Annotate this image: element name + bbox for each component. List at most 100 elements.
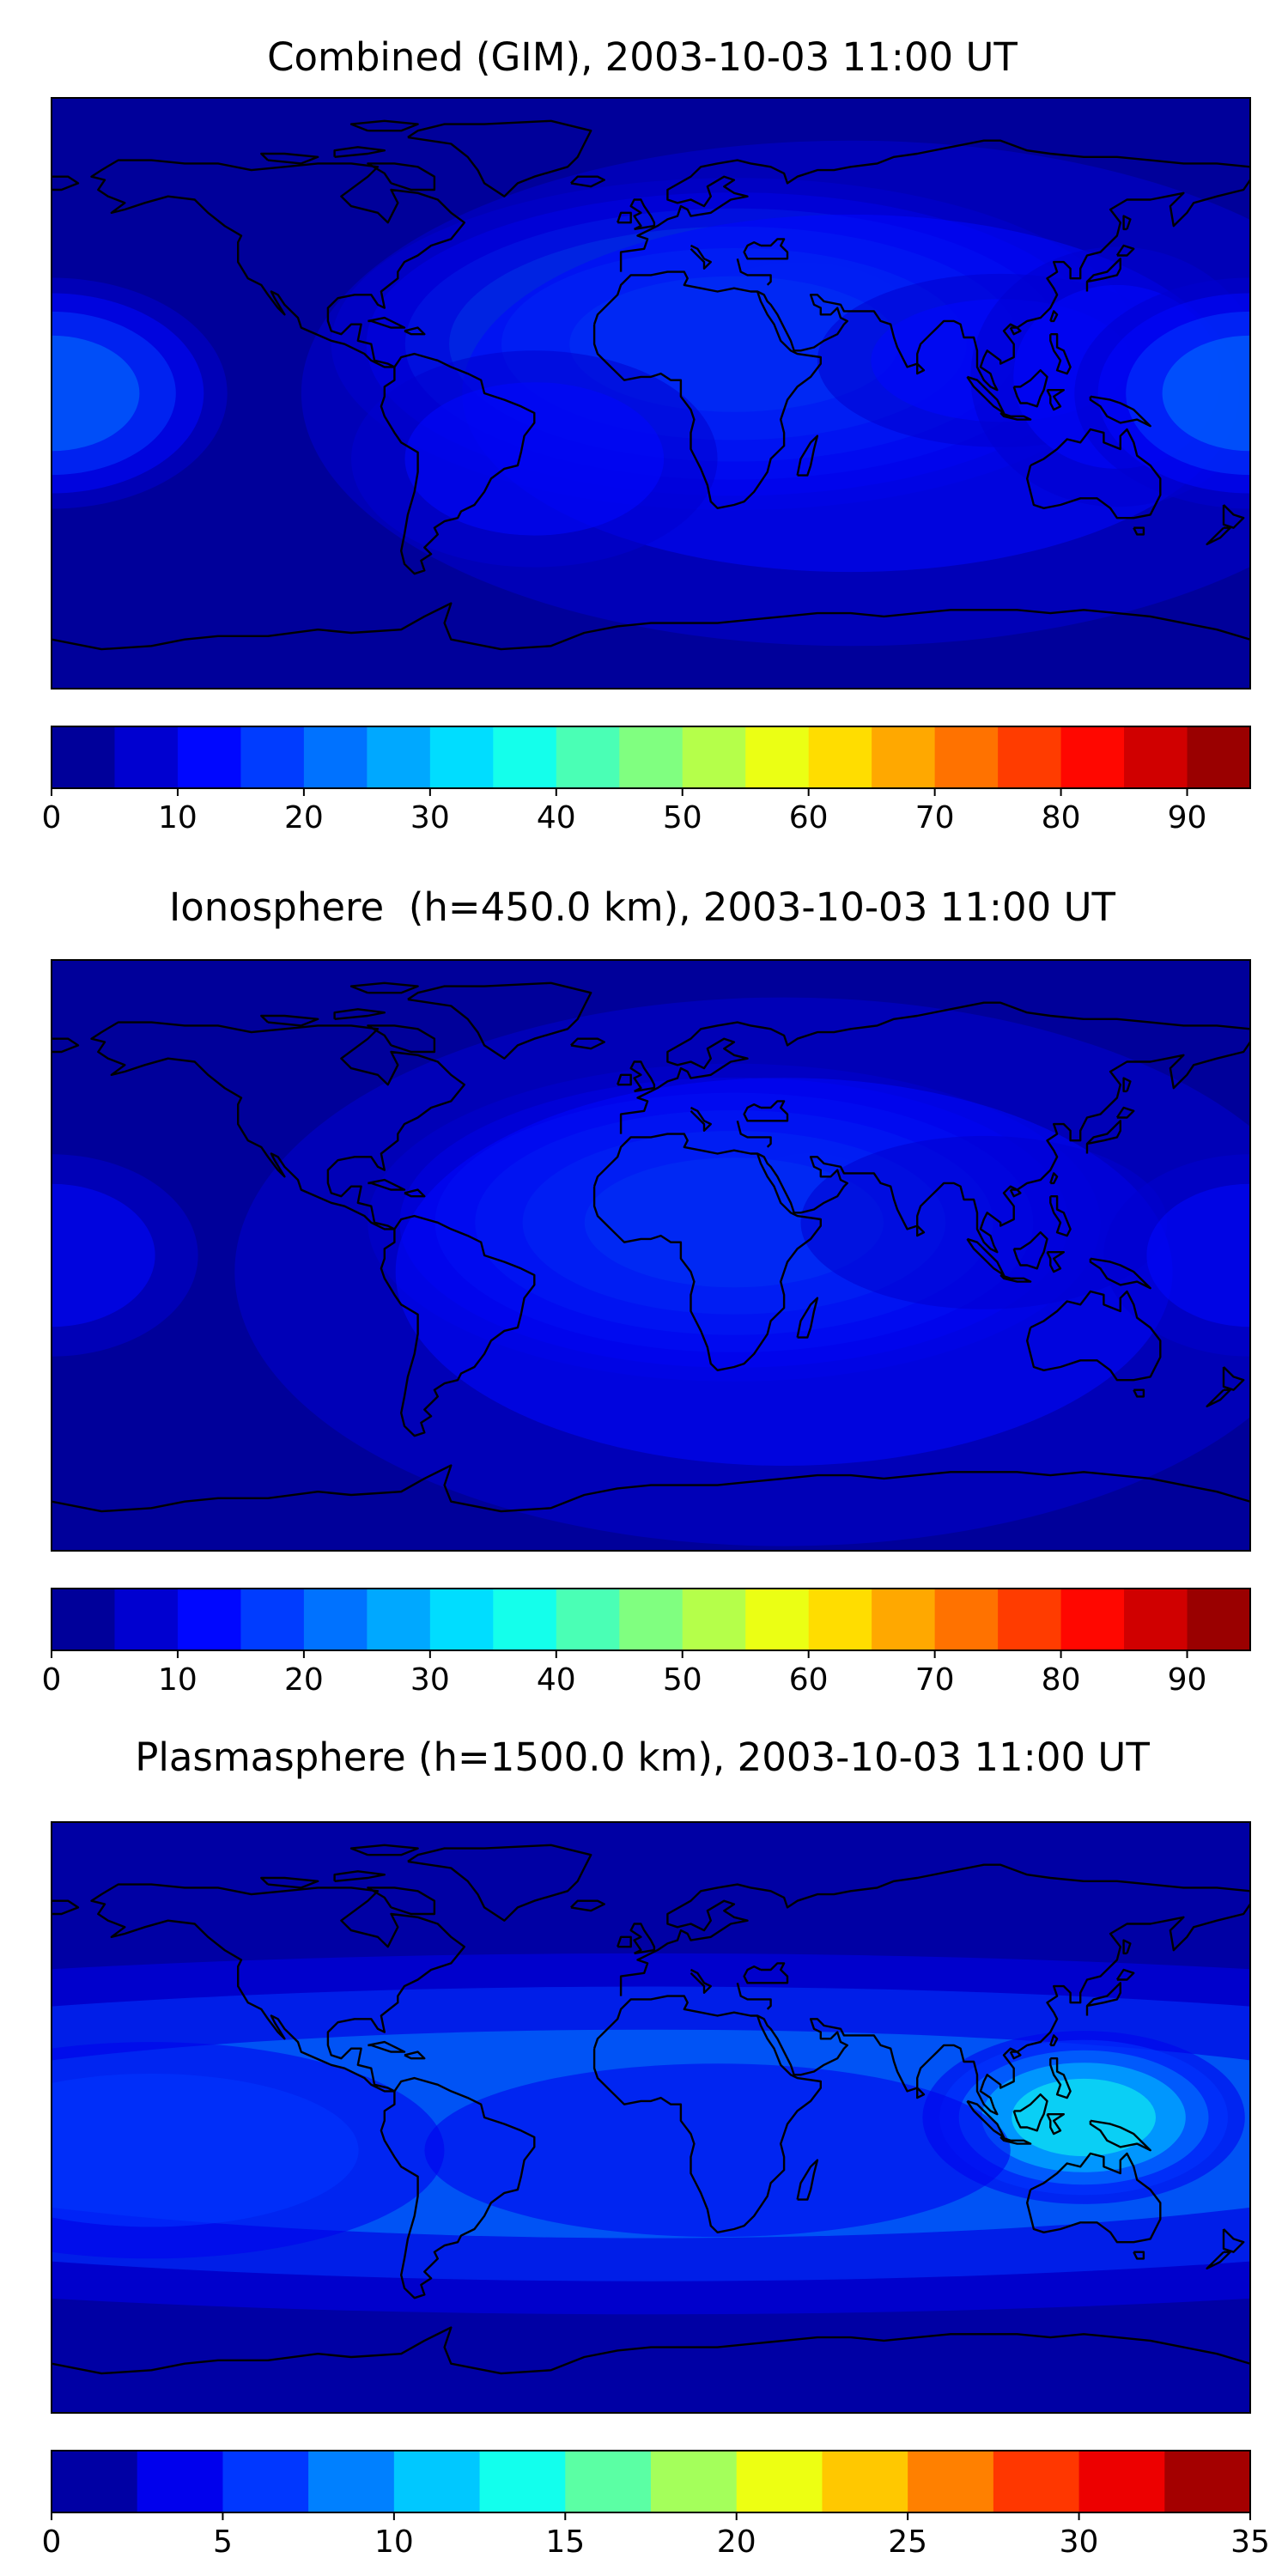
coastline	[629, 1923, 656, 1955]
coastline	[404, 1188, 426, 1198]
colorbar-frame	[51, 726, 1251, 789]
tec-contour-band	[1012, 2078, 1156, 2157]
colorbar-tick-label: 10	[374, 2524, 414, 2560]
colorbar-tick-label: 60	[789, 800, 829, 835]
coastline	[1046, 2112, 1066, 2136]
coastline	[1122, 1939, 1132, 1955]
coastline	[407, 119, 592, 197]
coastline	[368, 2040, 406, 2053]
colorbar-bin	[1187, 726, 1251, 788]
colorbar-bin	[808, 726, 872, 788]
coastline	[407, 981, 592, 1060]
colorbar-bin	[565, 2451, 652, 2512]
coastline	[368, 316, 406, 329]
colorbar-bin	[493, 1589, 557, 1650]
colorbar-bin	[1124, 1589, 1188, 1650]
coastline	[796, 434, 819, 477]
panel-plasmasphere: Plasmasphere (h=1500.0 km), 2003-10-03 1…	[42, 1735, 1270, 2560]
coastline	[1025, 2152, 1162, 2244]
coastline	[619, 1001, 1250, 1134]
coastline	[966, 375, 1005, 415]
colorbar-bin	[137, 2451, 224, 2512]
colorbar-tick-label: 80	[1042, 800, 1081, 835]
tec-field	[52, 1953, 1250, 2315]
coastline	[367, 162, 436, 191]
colorbar-tick-label: 10	[158, 800, 197, 835]
coastline	[260, 1876, 319, 1889]
coastline	[1046, 1250, 1066, 1273]
colorbar-bin	[822, 2451, 908, 2512]
map-plasmasphere	[51, 1821, 1251, 2414]
colorbar-plasmasphere: 0 5 10 15 20 25 30 35	[42, 2450, 1270, 2560]
colorbar-bin	[682, 1589, 746, 1650]
colorbar-tick-label: 90	[1168, 800, 1207, 835]
colorbar-bin	[52, 1589, 116, 1650]
colorbar-bin	[1060, 1589, 1125, 1650]
colorbar-bin	[52, 726, 116, 788]
coastline	[743, 238, 789, 260]
panel-combined-gim: Combined (GIM), 2003-10-03 11:00 UT 0 10 2…	[42, 34, 1251, 835]
map-frame	[51, 97, 1251, 690]
colorbar-bin	[736, 2451, 823, 2512]
colorbar-bin	[493, 726, 557, 788]
coastline	[1206, 1388, 1231, 1408]
colorbar-bin	[393, 2451, 481, 2512]
coastline	[756, 1903, 1250, 2116]
coastline	[743, 1100, 789, 1122]
coastline	[260, 152, 319, 165]
colorbar-bin	[908, 2451, 994, 2512]
colorbar-combined-gim: 0 10 20 30 40 50 60 70 80 90	[42, 726, 1251, 835]
colorbar-tick-label: 20	[284, 1662, 324, 1698]
colorbar-bin	[998, 1589, 1062, 1650]
map-frame	[51, 959, 1251, 1552]
coastline	[1025, 428, 1162, 519]
colorbar-tick-label: 30	[1060, 2524, 1099, 2560]
coastline	[592, 1995, 822, 2234]
coastline	[690, 244, 712, 270]
colorbar-bin	[998, 726, 1062, 788]
coastline	[592, 270, 822, 509]
coastline	[367, 1886, 436, 1916]
coastline	[333, 1008, 386, 1020]
tec-contour-band	[52, 1183, 155, 1327]
colorbar-tick-label: 0	[42, 800, 62, 835]
colorbar-bin	[934, 1589, 999, 1650]
colorbar-bin	[429, 726, 494, 788]
colorbar-bin	[240, 726, 305, 788]
coastline	[999, 1273, 1032, 1283]
coastline	[690, 1106, 712, 1133]
coastline	[756, 1041, 1250, 1254]
colorbar-bin	[177, 726, 242, 788]
colorbar-bin	[993, 2451, 1080, 2512]
colorbar-tick-label: 5	[213, 2524, 233, 2560]
coastline	[90, 1883, 465, 2093]
coastline	[1085, 1120, 1122, 1154]
coastline	[570, 1899, 605, 1912]
coastline	[90, 1021, 465, 1230]
coastline	[629, 1060, 656, 1093]
coastline	[380, 1214, 536, 1437]
colorbar-bin	[52, 2451, 138, 2512]
coastline	[1085, 1982, 1122, 2016]
coastline	[1122, 1077, 1132, 1093]
coastline	[619, 139, 1250, 272]
colorbar-bin	[619, 726, 683, 788]
coastline	[1049, 1194, 1072, 1237]
colorbar-bin	[556, 1589, 620, 1650]
coastline	[966, 1237, 1005, 1277]
colorbar-tick-label: 0	[42, 1662, 62, 1698]
tec-contour-band	[52, 335, 140, 452]
coastline	[1089, 2119, 1151, 2152]
coastline	[1085, 258, 1122, 292]
panel-title-combined-gim: Combined (GIM), 2003-10-03 11:00 UT	[267, 34, 1018, 80]
colorbar-tick-label: 25	[888, 2524, 927, 2560]
colorbar-tick-label: 50	[663, 800, 702, 835]
coastline	[617, 1935, 632, 1948]
tec-contour-band	[1162, 335, 1250, 452]
coastline	[1222, 2228, 1245, 2253]
tec-contour-band	[1146, 1183, 1250, 1327]
colorbar-bin	[240, 1589, 305, 1650]
coastline	[999, 2136, 1032, 2145]
tec-contour-band	[404, 382, 665, 536]
